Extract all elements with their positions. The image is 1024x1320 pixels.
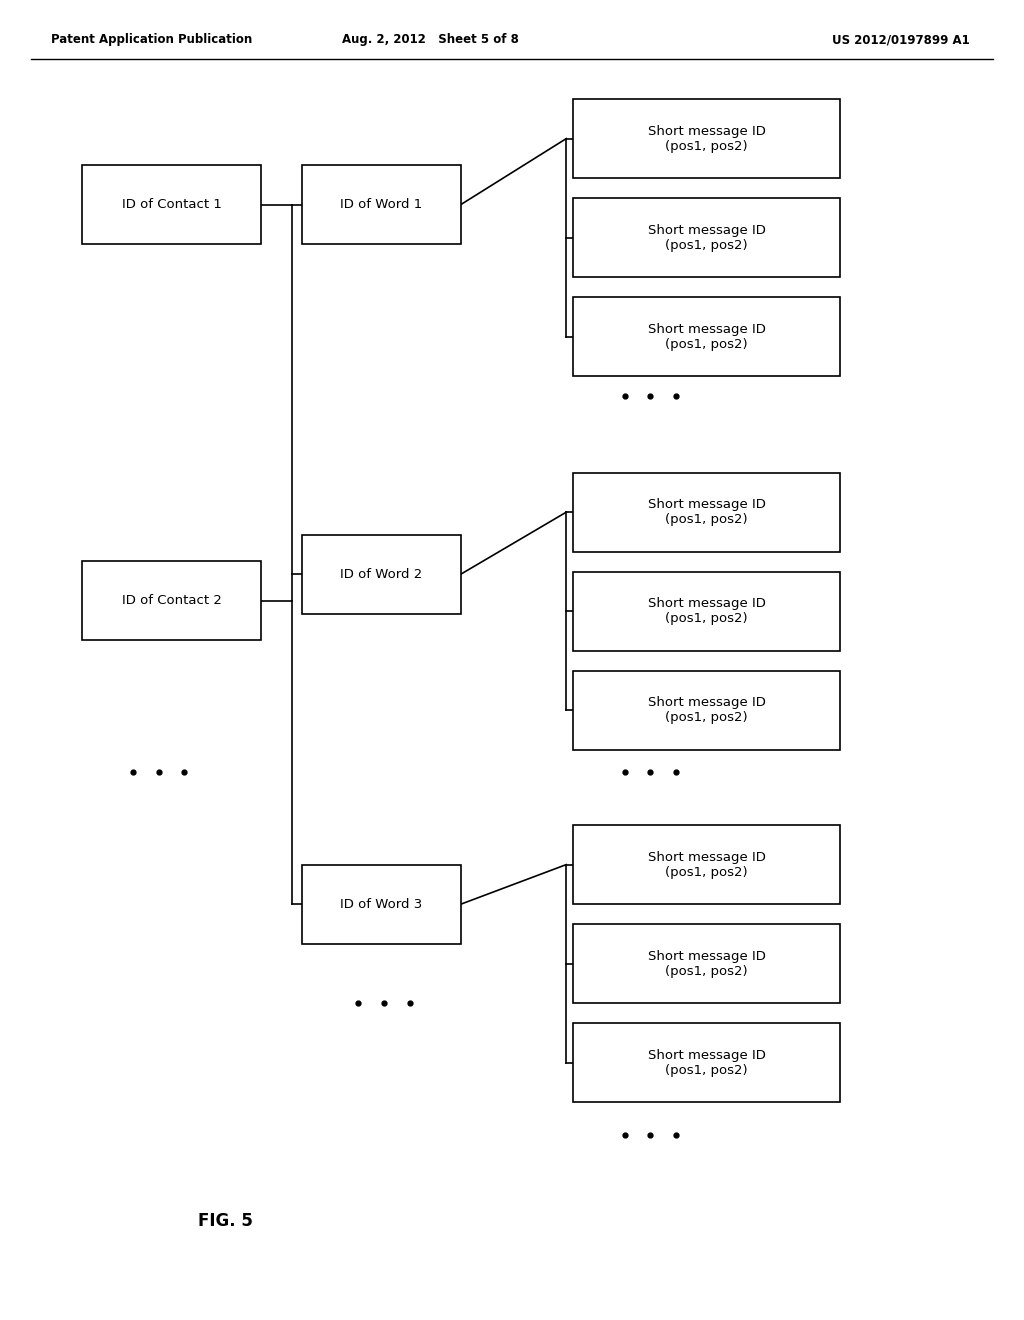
Text: Short message ID
(pos1, pos2): Short message ID (pos1, pos2) [647, 223, 766, 252]
Text: Short message ID
(pos1, pos2): Short message ID (pos1, pos2) [647, 949, 766, 978]
FancyBboxPatch shape [302, 535, 461, 614]
Text: FIG. 5: FIG. 5 [198, 1212, 253, 1230]
Text: Patent Application Publication: Patent Application Publication [51, 33, 253, 46]
FancyBboxPatch shape [573, 99, 840, 178]
FancyBboxPatch shape [573, 198, 840, 277]
FancyBboxPatch shape [573, 825, 840, 904]
Text: Short message ID
(pos1, pos2): Short message ID (pos1, pos2) [647, 696, 766, 725]
FancyBboxPatch shape [82, 561, 261, 640]
Text: Short message ID
(pos1, pos2): Short message ID (pos1, pos2) [647, 1048, 766, 1077]
Text: ID of Word 1: ID of Word 1 [340, 198, 423, 211]
Text: Short message ID
(pos1, pos2): Short message ID (pos1, pos2) [647, 322, 766, 351]
FancyBboxPatch shape [573, 671, 840, 750]
Text: Short message ID
(pos1, pos2): Short message ID (pos1, pos2) [647, 597, 766, 626]
FancyBboxPatch shape [573, 1023, 840, 1102]
Text: ID of Word 3: ID of Word 3 [340, 898, 423, 911]
FancyBboxPatch shape [302, 165, 461, 244]
Text: ID of Contact 1: ID of Contact 1 [122, 198, 221, 211]
FancyBboxPatch shape [573, 297, 840, 376]
FancyBboxPatch shape [302, 865, 461, 944]
Text: ID of Contact 2: ID of Contact 2 [122, 594, 221, 607]
Text: Short message ID
(pos1, pos2): Short message ID (pos1, pos2) [647, 124, 766, 153]
Text: US 2012/0197899 A1: US 2012/0197899 A1 [833, 33, 970, 46]
Text: Short message ID
(pos1, pos2): Short message ID (pos1, pos2) [647, 498, 766, 527]
Text: ID of Word 2: ID of Word 2 [340, 568, 423, 581]
FancyBboxPatch shape [82, 165, 261, 244]
Text: Aug. 2, 2012   Sheet 5 of 8: Aug. 2, 2012 Sheet 5 of 8 [342, 33, 518, 46]
FancyBboxPatch shape [573, 572, 840, 651]
Text: Short message ID
(pos1, pos2): Short message ID (pos1, pos2) [647, 850, 766, 879]
FancyBboxPatch shape [573, 924, 840, 1003]
FancyBboxPatch shape [573, 473, 840, 552]
